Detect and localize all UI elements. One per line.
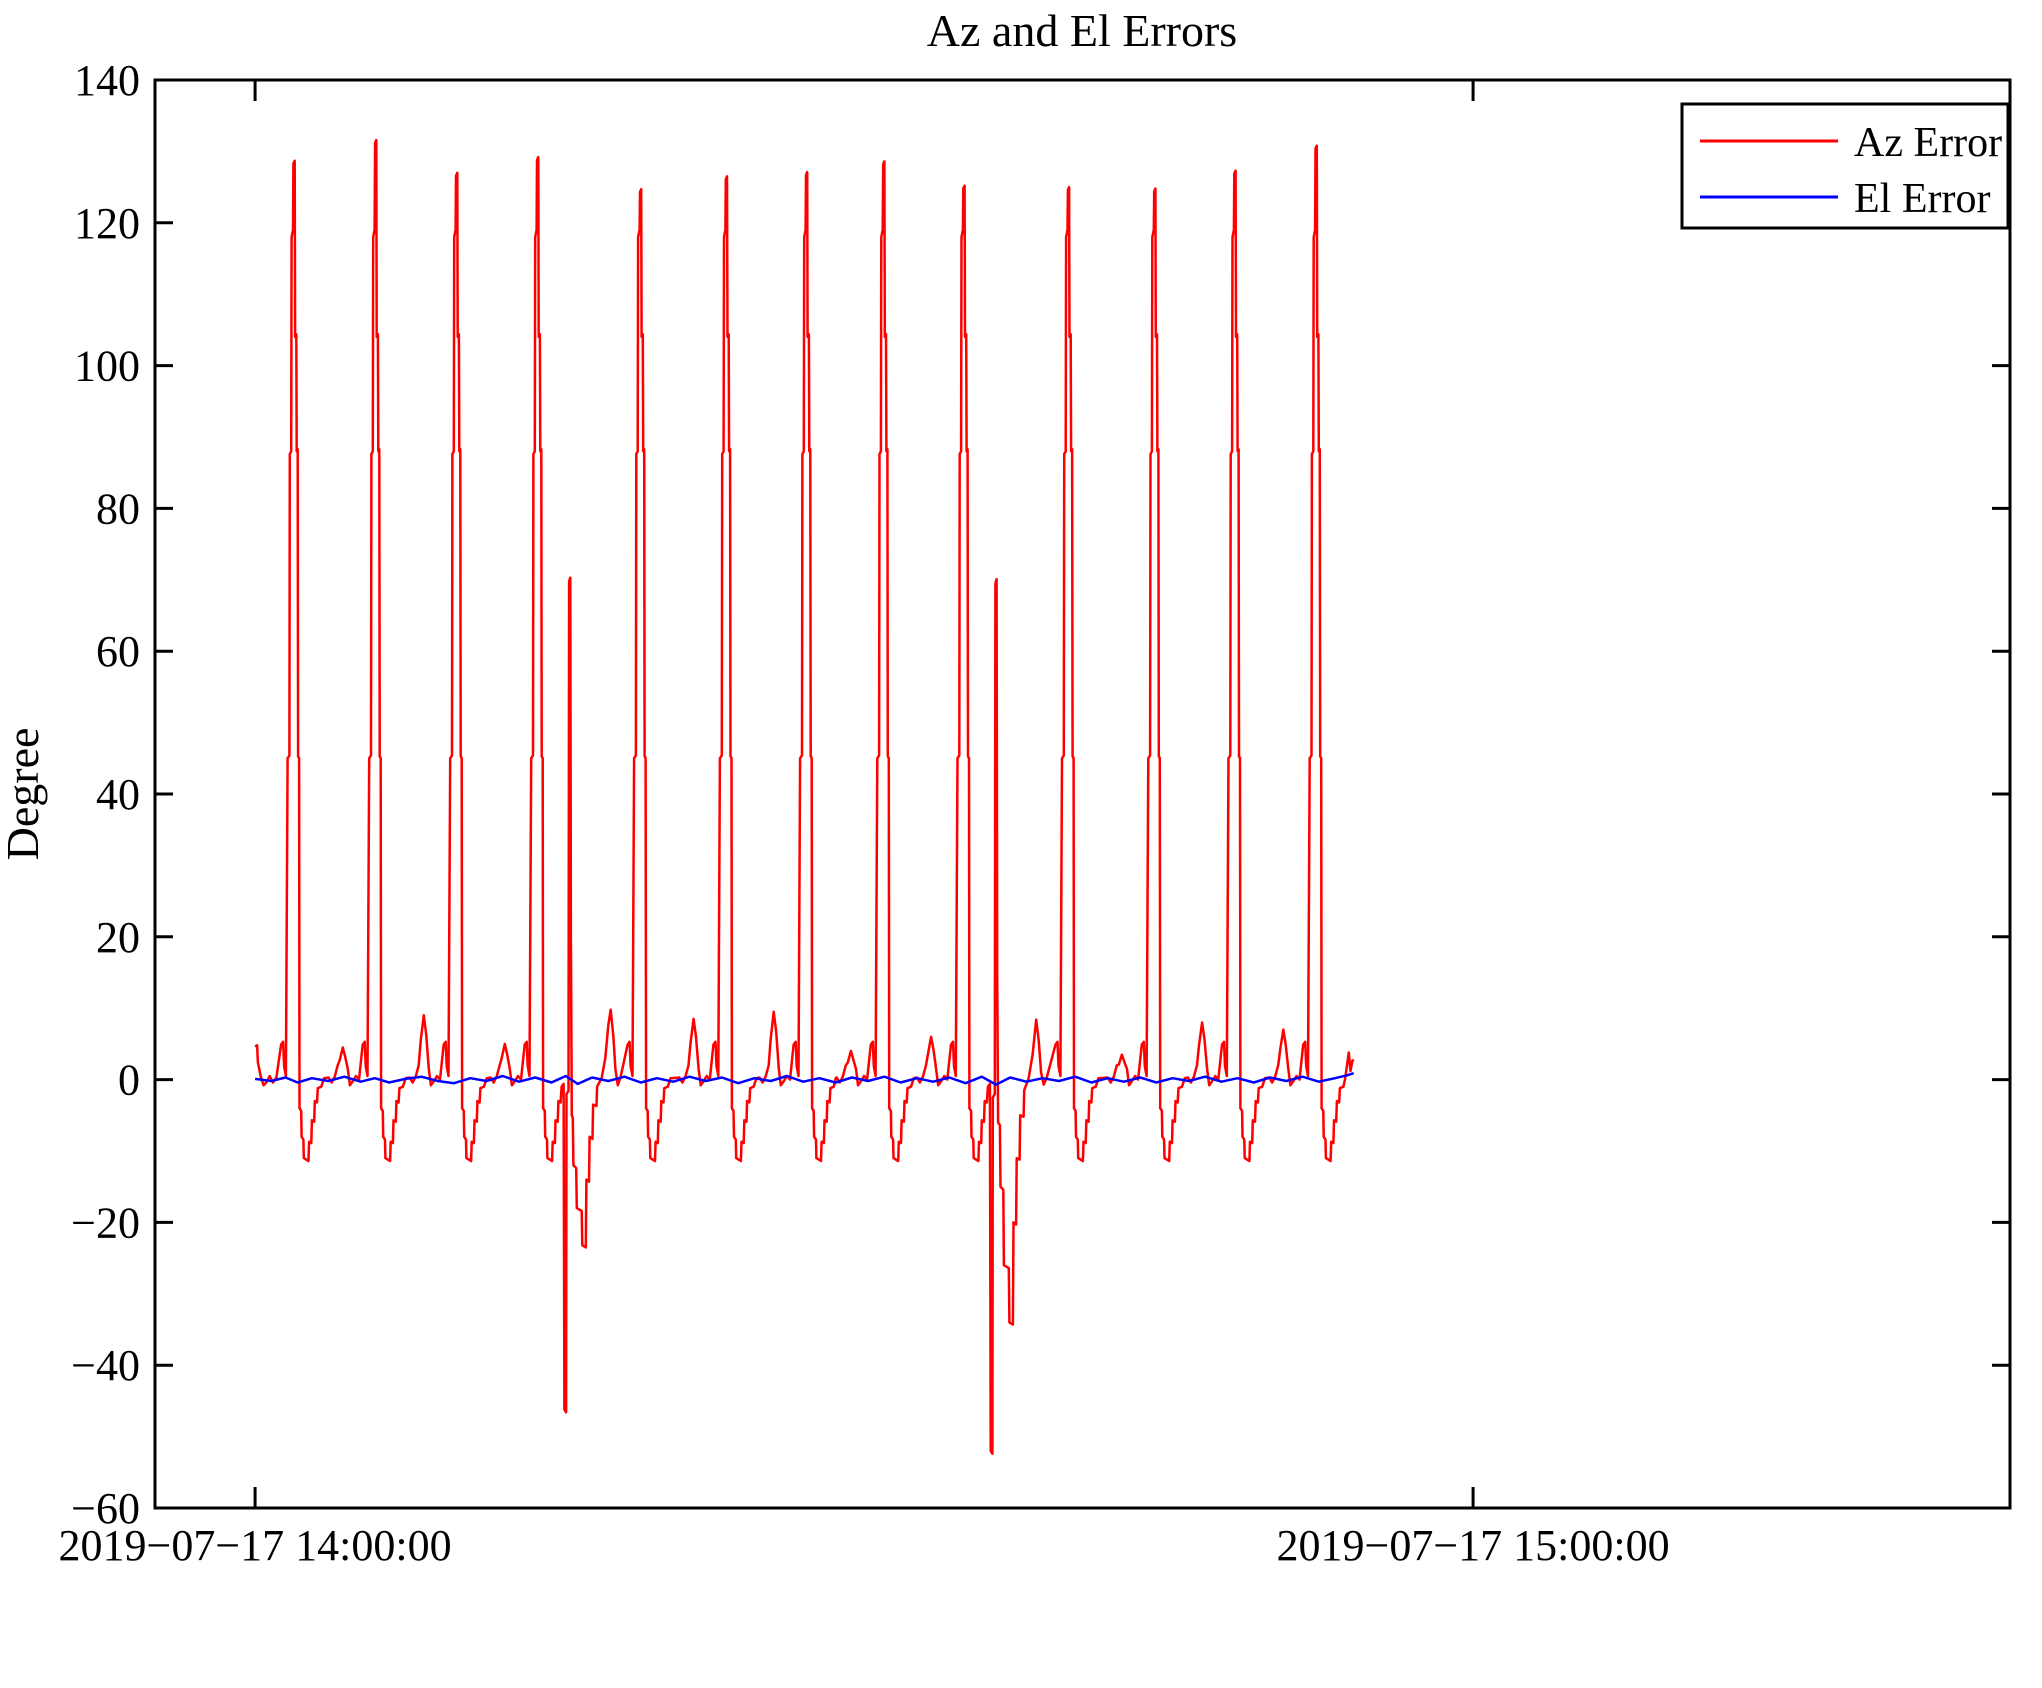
y-tick-label: 140 <box>74 56 140 105</box>
y-axis-label: Degree <box>0 728 48 861</box>
y-tick-label: 100 <box>74 342 140 391</box>
y-tick-label: −60 <box>71 1484 140 1533</box>
plot-frame <box>153 78 2012 1510</box>
data-series <box>254 138 1355 1455</box>
y-tick-label: −20 <box>71 1198 140 1247</box>
y-tick-label: 40 <box>96 770 140 819</box>
chart-title: Az and El Errors <box>927 5 1237 56</box>
legend-az-error-label: Az Error <box>1854 120 2002 166</box>
y-tick-label: 20 <box>96 913 140 962</box>
y-tick-label: 120 <box>74 199 140 248</box>
legend-el-error-label: El Error <box>1854 176 1990 222</box>
y-tick-label: 60 <box>96 627 140 676</box>
el-error-line <box>254 1072 1355 1086</box>
y-tick-label: 0 <box>118 1056 140 1105</box>
y-tick-label: 80 <box>96 484 140 533</box>
x-tick-label: 2019−07−17 15:00:00 <box>1277 1521 1670 1570</box>
x-tick-label: 2019−07−17 14:00:00 <box>59 1521 452 1570</box>
y-tick-label: −40 <box>71 1341 140 1390</box>
legend-box <box>1680 102 2010 230</box>
axis-ticks <box>155 78 2010 1510</box>
legend: Az Error El Error <box>1680 102 2010 230</box>
az-error-line <box>254 138 1355 1455</box>
